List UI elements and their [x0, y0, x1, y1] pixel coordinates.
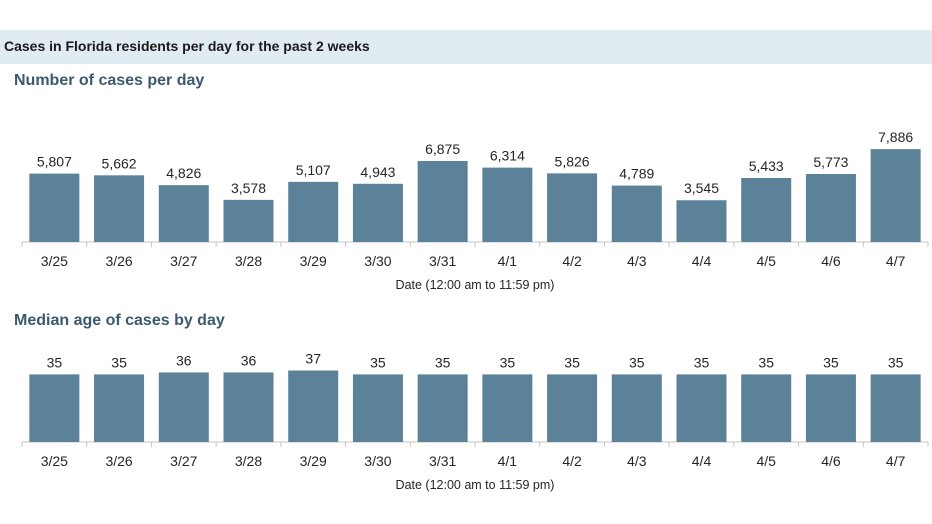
- x-tick-label: 4/2: [562, 253, 582, 269]
- x-tick-label: 4/1: [498, 253, 518, 269]
- x-tick-label: 4/5: [756, 453, 776, 469]
- data-label: 4,943: [360, 164, 395, 180]
- bar: [158, 185, 209, 242]
- x-tick-label: 4/4: [692, 453, 712, 469]
- bar: [482, 374, 533, 442]
- bar: [158, 372, 209, 442]
- data-label: 5,433: [749, 158, 784, 174]
- x-tick-label: 3/30: [364, 453, 391, 469]
- data-label: 35: [111, 354, 127, 370]
- bar: [611, 185, 662, 242]
- bar: [29, 173, 80, 242]
- data-label: 5,662: [102, 155, 137, 171]
- data-label: 37: [305, 351, 321, 367]
- data-label: 35: [823, 354, 839, 370]
- bar: [676, 200, 727, 242]
- bar: [94, 374, 145, 442]
- x-tick-label: 4/6: [821, 253, 841, 269]
- bar: [417, 161, 468, 242]
- x-tick-label: 4/4: [692, 253, 712, 269]
- data-label: 36: [176, 352, 192, 368]
- page-title: Cases in Florida residents per day for t…: [4, 38, 370, 54]
- data-label: 3,545: [684, 180, 719, 196]
- data-label: 3,578: [231, 180, 266, 196]
- bar: [676, 374, 727, 442]
- bar: [223, 199, 274, 242]
- x-tick-label: 3/26: [105, 253, 132, 269]
- x-tick-label: 3/29: [300, 453, 327, 469]
- bar: [288, 370, 339, 442]
- data-label: 36: [241, 352, 257, 368]
- chart-title-median-age: Median age of cases by day: [14, 312, 225, 329]
- data-label: 35: [629, 354, 645, 370]
- data-label: 35: [564, 354, 580, 370]
- x-tick-label: 4/2: [562, 453, 582, 469]
- x-tick-label: 4/5: [756, 253, 776, 269]
- bar: [611, 374, 662, 442]
- bar: [870, 374, 921, 442]
- x-tick-label: 4/1: [498, 453, 518, 469]
- x-tick-label: 3/31: [429, 453, 456, 469]
- x-tick-label: 3/29: [300, 253, 327, 269]
- x-tick-label: 3/30: [364, 253, 391, 269]
- bar: [417, 374, 468, 442]
- data-label: 35: [435, 354, 451, 370]
- bar: [547, 374, 598, 442]
- data-label: 4,826: [166, 165, 201, 181]
- x-axis-title: Date (12:00 am to 11:59 pm): [396, 278, 555, 292]
- bar: [94, 175, 145, 242]
- bar: [741, 374, 792, 442]
- bar: [352, 374, 403, 442]
- data-label: 5,107: [296, 162, 331, 178]
- data-label: 35: [758, 354, 774, 370]
- x-tick-label: 3/28: [235, 453, 262, 469]
- data-label: 35: [370, 354, 386, 370]
- bar: [741, 178, 792, 242]
- x-tick-label: 4/7: [886, 453, 906, 469]
- x-tick-label: 4/6: [821, 453, 841, 469]
- bar: [29, 374, 80, 442]
- data-label: 35: [694, 354, 710, 370]
- data-label: 35: [47, 354, 63, 370]
- data-label: 5,807: [37, 154, 72, 170]
- data-label: 35: [500, 354, 516, 370]
- data-label: 35: [888, 354, 904, 370]
- x-tick-label: 4/3: [627, 453, 647, 469]
- x-tick-label: 3/26: [105, 453, 132, 469]
- x-tick-label: 3/31: [429, 253, 456, 269]
- bar: [547, 173, 598, 242]
- data-label: 5,773: [813, 154, 848, 170]
- x-tick-label: 3/27: [170, 453, 197, 469]
- x-axis-title: Date (12:00 am to 11:59 pm): [396, 478, 555, 492]
- data-label: 4,789: [619, 166, 654, 182]
- data-label: 6,875: [425, 141, 460, 157]
- bar: [482, 167, 533, 242]
- x-tick-label: 4/7: [886, 253, 906, 269]
- data-label: 7,886: [878, 129, 913, 145]
- bar: [352, 183, 403, 242]
- header-band: [0, 30, 932, 64]
- x-tick-label: 3/25: [41, 253, 68, 269]
- median-age-chart: 35 3/25 35 3/26 36 3/27 36 3/28 37 3/29 35 3/30 35 3/…: [21, 351, 929, 492]
- bar: [288, 181, 339, 242]
- bar: [805, 174, 856, 242]
- bar: [870, 149, 921, 242]
- data-label: 6,314: [490, 148, 525, 164]
- x-tick-label: 4/3: [627, 253, 647, 269]
- data-label: 5,826: [555, 153, 590, 169]
- x-tick-label: 3/27: [170, 253, 197, 269]
- chart-title-cases: Number of cases per day: [14, 72, 205, 89]
- x-tick-label: 3/28: [235, 253, 262, 269]
- bar: [805, 374, 856, 442]
- cases-per-day-chart: 5,807 3/25 5,662 3/26 4,826 3/27 3,578 3/28 5,10…: [21, 129, 929, 292]
- x-tick-label: 3/25: [41, 453, 68, 469]
- bar: [223, 372, 274, 442]
